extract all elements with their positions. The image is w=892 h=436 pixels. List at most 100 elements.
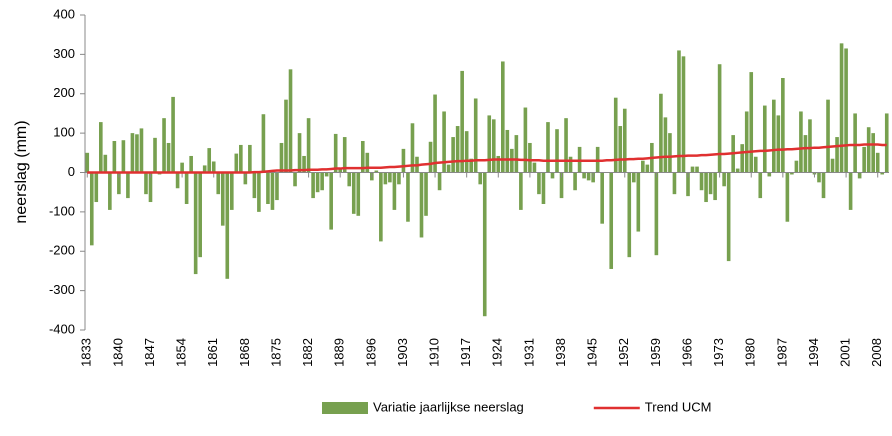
bar [826, 99, 830, 173]
bar [419, 172, 424, 238]
bar [848, 172, 853, 210]
bar [171, 96, 175, 173]
x-tick-label: 1966 [679, 338, 694, 367]
bar [442, 111, 446, 173]
x-tick-label: 1980 [743, 338, 758, 367]
x-tick-label: 1896 [363, 338, 378, 367]
bar [180, 162, 184, 173]
bar [555, 129, 559, 173]
bar [830, 158, 835, 173]
y-tick-label: 0 [68, 164, 75, 179]
bar [288, 69, 293, 173]
y-tick-label: 400 [53, 6, 75, 21]
bar [329, 172, 333, 230]
bar [744, 111, 749, 173]
x-tick-label: 1861 [205, 338, 220, 367]
bar [713, 172, 717, 201]
bar [135, 134, 139, 173]
bar [270, 172, 275, 210]
bar [699, 172, 704, 191]
x-tick-label: 1910 [426, 338, 441, 367]
bar [717, 64, 722, 173]
bar [320, 172, 324, 191]
bar [216, 172, 221, 195]
x-tick-label: 1924 [490, 338, 505, 367]
y-tick-label: -400 [49, 321, 75, 336]
bar [446, 164, 451, 173]
bar [794, 160, 799, 173]
x-tick-label: 1868 [237, 338, 252, 367]
x-tick-label: 1903 [395, 338, 410, 367]
bar [573, 172, 577, 191]
bar [519, 172, 523, 210]
bar [469, 158, 473, 173]
bar [546, 122, 550, 173]
bar [198, 172, 202, 258]
bar [89, 172, 94, 246]
bar [844, 48, 848, 173]
legend-swatch [322, 402, 368, 414]
bar [94, 172, 99, 203]
bar [338, 168, 343, 173]
bar [162, 118, 166, 173]
bar [722, 172, 726, 187]
bar [785, 172, 790, 222]
bar [884, 113, 889, 173]
bar [153, 137, 157, 173]
bar [225, 172, 230, 279]
x-tick-label: 1854 [174, 338, 189, 367]
y-tick-label: 300 [53, 46, 75, 61]
bar [613, 97, 618, 173]
bar [279, 142, 284, 173]
bar [284, 99, 288, 173]
bar [491, 119, 496, 173]
bar [767, 172, 772, 177]
bar [659, 93, 663, 173]
x-tick-label: 1882 [300, 338, 315, 367]
y-tick-label: -100 [49, 203, 75, 218]
bar [248, 144, 252, 173]
bar [799, 111, 803, 173]
x-tick-label: 1931 [521, 338, 536, 367]
bar [121, 140, 126, 173]
bar [324, 172, 329, 177]
bar [582, 172, 586, 179]
bar [622, 108, 627, 173]
bar [568, 156, 573, 173]
bar [148, 172, 153, 203]
bar [428, 141, 433, 173]
bar [315, 172, 320, 193]
bar [564, 118, 568, 173]
bar [758, 172, 763, 199]
bar [383, 172, 388, 185]
bar [410, 123, 415, 173]
bar [333, 133, 338, 173]
bar [781, 78, 785, 173]
bar [668, 133, 672, 173]
bar [686, 172, 690, 197]
bar [835, 137, 839, 173]
x-tick-label: 1833 [79, 338, 94, 367]
bar [586, 172, 591, 181]
bar [460, 70, 464, 173]
x-tick-label: 1987 [774, 338, 789, 367]
bar [342, 137, 347, 173]
x-tick-label: 1875 [268, 338, 283, 367]
bar [641, 160, 645, 173]
bar [482, 172, 487, 317]
bar [772, 99, 776, 173]
x-tick-label: 1994 [806, 338, 821, 367]
bar [663, 117, 668, 173]
bar [117, 172, 121, 195]
bar [379, 172, 383, 242]
bar [496, 155, 501, 173]
bar [455, 126, 460, 173]
bar [708, 172, 713, 195]
bar [487, 115, 492, 173]
bar [306, 118, 311, 173]
bar [600, 172, 604, 224]
bar [790, 172, 794, 175]
bar [437, 172, 442, 191]
bar [130, 133, 135, 173]
